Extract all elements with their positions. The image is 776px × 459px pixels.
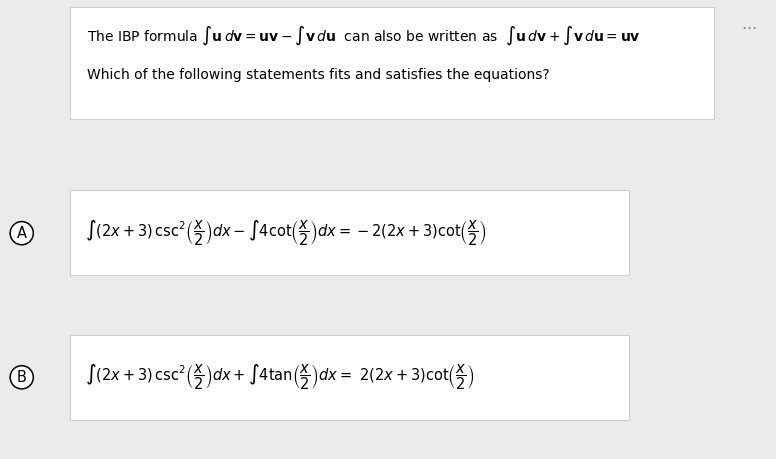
Text: $\int(2x+3)\,\csc^2\!\left(\dfrac{x}{2}\right)dx + \int 4\tan\!\left(\dfrac{x}{2: $\int(2x+3)\,\csc^2\!\left(\dfrac{x}{2}\… bbox=[85, 363, 475, 392]
Text: ⋯: ⋯ bbox=[741, 21, 757, 36]
Text: B: B bbox=[17, 370, 26, 385]
FancyBboxPatch shape bbox=[70, 190, 629, 275]
FancyBboxPatch shape bbox=[70, 335, 629, 420]
FancyBboxPatch shape bbox=[70, 7, 714, 119]
Text: A: A bbox=[17, 226, 26, 241]
Text: $\int(2x+3)\,\csc^2\!\left(\dfrac{x}{2}\right)dx - \int 4\cot\!\left(\dfrac{x}{2: $\int(2x+3)\,\csc^2\!\left(\dfrac{x}{2}\… bbox=[85, 218, 487, 248]
Text: Which of the following statements fits and satisfies the equations?: Which of the following statements fits a… bbox=[87, 68, 549, 82]
Text: The IBP formula $\int \mathbf{u}\,d\mathbf{v} = \mathbf{uv} - \int \mathbf{v}\,d: The IBP formula $\int \mathbf{u}\,d\math… bbox=[87, 24, 641, 47]
